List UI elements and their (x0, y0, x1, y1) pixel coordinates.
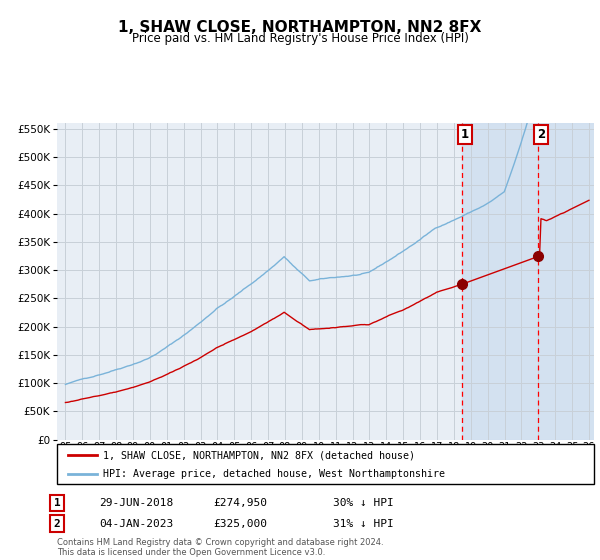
Text: 1: 1 (461, 128, 469, 141)
Text: £325,000: £325,000 (213, 519, 267, 529)
Text: 1: 1 (53, 498, 61, 508)
Text: 31% ↓ HPI: 31% ↓ HPI (333, 519, 394, 529)
Bar (462, 123, 598, 440)
Text: HPI: Average price, detached house, West Northamptonshire: HPI: Average price, detached house, West… (103, 469, 445, 479)
Text: Price paid vs. HM Land Registry's House Price Index (HPI): Price paid vs. HM Land Registry's House … (131, 32, 469, 45)
Text: 2: 2 (53, 519, 61, 529)
Text: 1, SHAW CLOSE, NORTHAMPTON, NN2 8FX: 1, SHAW CLOSE, NORTHAMPTON, NN2 8FX (118, 20, 482, 35)
Text: 29-JUN-2018: 29-JUN-2018 (99, 498, 173, 508)
Text: 04-JAN-2023: 04-JAN-2023 (99, 519, 173, 529)
Text: 30% ↓ HPI: 30% ↓ HPI (333, 498, 394, 508)
Text: 1, SHAW CLOSE, NORTHAMPTON, NN2 8FX (detached house): 1, SHAW CLOSE, NORTHAMPTON, NN2 8FX (det… (103, 450, 415, 460)
Text: Contains HM Land Registry data © Crown copyright and database right 2024.
This d: Contains HM Land Registry data © Crown c… (57, 538, 383, 557)
Text: 2: 2 (537, 128, 545, 141)
Text: £274,950: £274,950 (213, 498, 267, 508)
